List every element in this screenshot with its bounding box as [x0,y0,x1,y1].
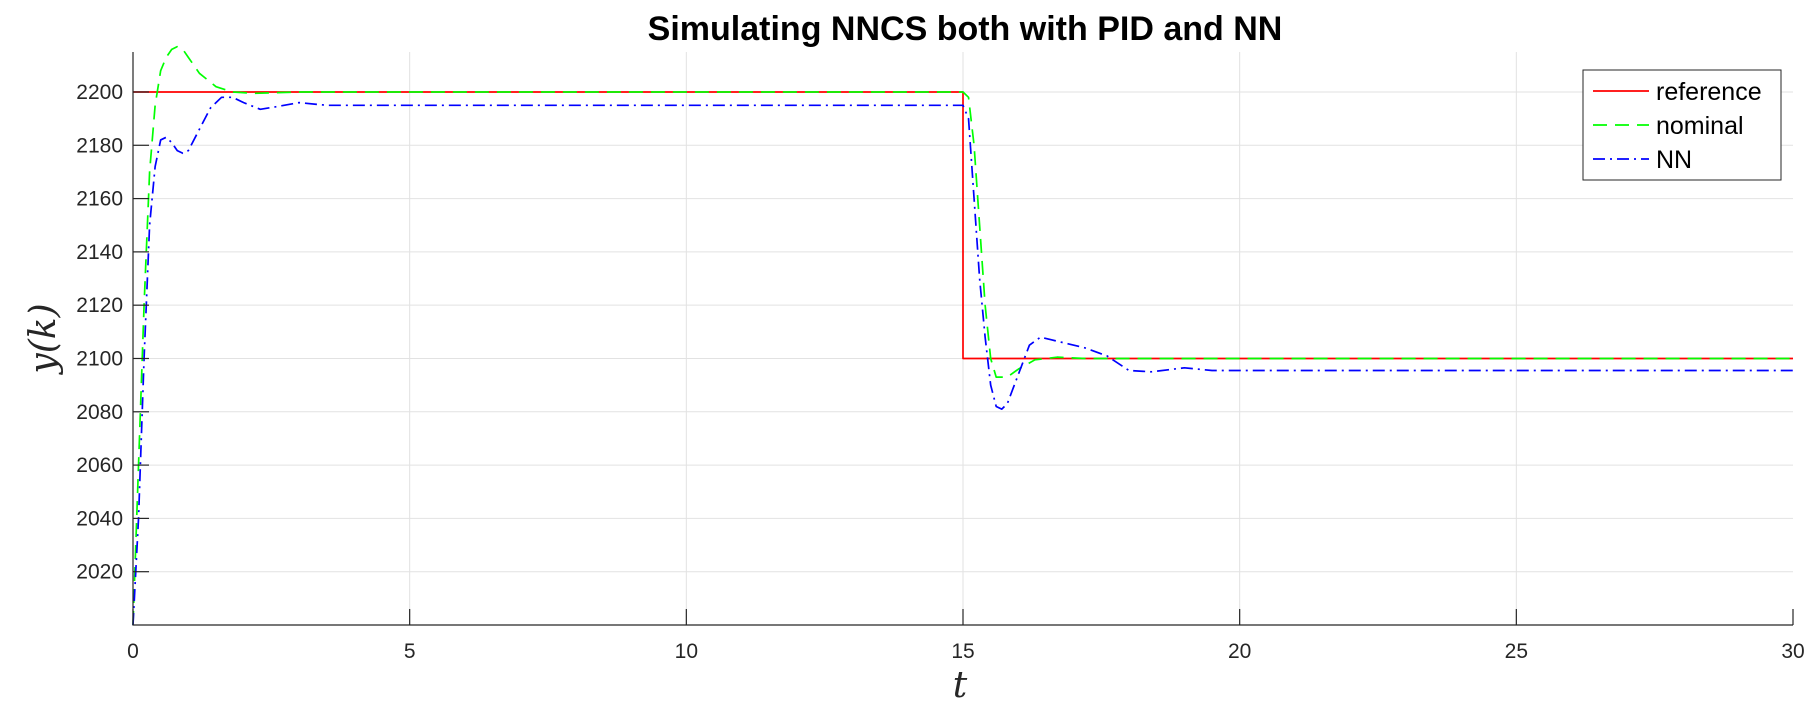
legend-label-nominal: nominal [1656,112,1744,140]
series-line-nominal [132,45,1793,626]
x-tick-label: 10 [675,640,698,663]
y-tick-label: 2200 [76,81,123,104]
y-tick-label: 2160 [76,188,123,211]
x-tick-label: 5 [404,640,416,663]
y-tick-label: 2140 [76,241,123,264]
y-tick-label: 2180 [76,134,123,157]
legend-label-reference: reference [1656,78,1762,106]
y-tick-label: 2040 [76,507,123,530]
y-tick-label: 2080 [76,401,123,424]
x-tick-label: 30 [1781,640,1804,663]
tick-labels: 0 5 10 15 20 25 30 2020 2040 2060 2080 2100 2120 2140… [76,81,1804,663]
y-tick-label: 2020 [76,561,123,584]
x-tick-label: 0 [127,640,139,663]
legend-label-nn: NN [1656,146,1692,174]
series-line-reference [133,91,1793,360]
axes [132,52,1794,626]
x-tick-label: 20 [1228,640,1251,663]
x-tick-label: 25 [1505,640,1528,663]
y-tick-label: 2120 [76,294,123,317]
legend: reference nominal NN [1582,69,1782,181]
series-line-nn [132,96,1793,626]
chart-title: Simulating NNCS both with PID and NN [648,10,1283,48]
y-axis-label: y(k) [23,303,64,375]
axis-labels: t y(k) [23,303,968,706]
y-tick-label: 2100 [76,347,123,370]
x-tick-label: 15 [951,640,974,663]
y-tick-label: 2060 [76,454,123,477]
x-axis-label: t [953,665,968,706]
plot-lines [132,45,1793,626]
